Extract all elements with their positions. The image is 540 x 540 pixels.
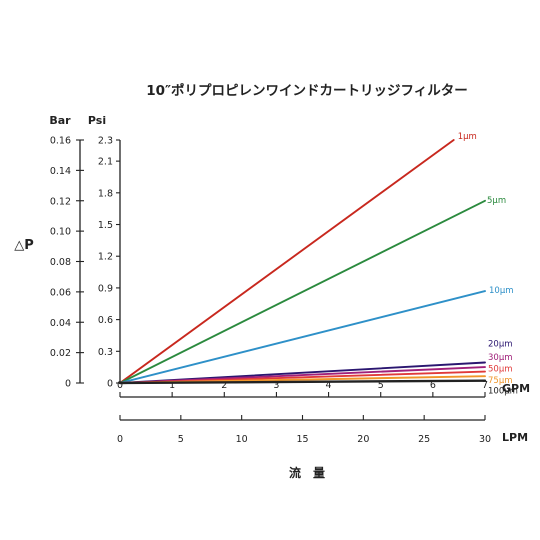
gpm-axis-tick-label: 7 bbox=[482, 380, 488, 391]
lpm-axis-tick-label: 5 bbox=[178, 434, 184, 445]
series-line-7 bbox=[118, 379, 487, 385]
bar-axis-tick-label: 0.16 bbox=[50, 136, 71, 147]
psi-axis-tick-label: 2.1 bbox=[98, 157, 113, 168]
series-line-2 bbox=[119, 290, 486, 384]
gpm-axis-tick-label: 6 bbox=[430, 380, 436, 391]
psi-axis-tick-label: 1.8 bbox=[98, 188, 113, 199]
y-axis-unit-bar: Bar bbox=[49, 114, 71, 127]
series-line-1 bbox=[119, 199, 486, 384]
psi-axis-tick-label: 1.5 bbox=[98, 220, 113, 231]
bar-axis-tick-label: 0.14 bbox=[50, 166, 71, 177]
gpm-axis-unit: GPM bbox=[502, 382, 530, 395]
psi-axis-tick-label: 0.9 bbox=[98, 283, 113, 294]
gpm-axis-tick-label: 2 bbox=[221, 380, 227, 391]
lpm-axis-unit: LPM bbox=[502, 431, 528, 444]
psi-axis-tick-label: 1.2 bbox=[98, 252, 113, 263]
gpm-axis-tick-label: 5 bbox=[378, 380, 384, 391]
bar-axis-tick-label: 0 bbox=[65, 379, 71, 390]
gpm-axis-tick-label: 4 bbox=[326, 380, 332, 391]
series-line-0 bbox=[119, 139, 455, 384]
series-label-3: 20μm bbox=[488, 339, 513, 349]
gpm-axis-tick-label: 3 bbox=[273, 380, 279, 391]
y-axis-label: △P bbox=[14, 238, 34, 253]
psi-axis-tick-label: 2.3 bbox=[98, 136, 113, 147]
lpm-axis-tick-label: 25 bbox=[418, 434, 430, 445]
series-label-7: 100μm bbox=[488, 387, 518, 397]
gpm-axis-tick-label: 0 bbox=[117, 380, 123, 391]
lpm-axis-tick-label: 15 bbox=[296, 434, 308, 445]
series-label-1: 5μm bbox=[487, 196, 506, 206]
lpm-axis-tick-label: 10 bbox=[236, 434, 248, 445]
series-label-2: 10μm bbox=[489, 286, 514, 296]
bar-axis-tick-label: 0.08 bbox=[50, 257, 71, 268]
series-label-6: 75μm bbox=[488, 376, 513, 386]
bar-axis-tick-label: 0.12 bbox=[50, 196, 71, 207]
psi-axis-tick-label: 0.3 bbox=[98, 347, 113, 358]
bar-axis-tick-label: 0.02 bbox=[50, 348, 71, 359]
series-label-0: 1μm bbox=[458, 132, 477, 142]
x-axis-label: 流 量 bbox=[289, 465, 325, 480]
series-label-4: 30μm bbox=[488, 353, 513, 363]
axes: 0 0.02 0.04 0.06 0.08 0.10 0.12 0.14 0.16 0 0.3 0.6… bbox=[50, 136, 530, 446]
chart-title: 10″ポリプロピレンワインドカートリッジフィルター bbox=[146, 82, 468, 99]
series-lines bbox=[118, 139, 487, 385]
y-axis-unit-psi: Psi bbox=[88, 114, 106, 127]
series-label-5: 50μm bbox=[488, 365, 513, 375]
psi-axis-tick-label: 0 bbox=[107, 379, 113, 390]
psi-axis-tick-label: 0.6 bbox=[98, 315, 113, 326]
lpm-axis-tick-label: 30 bbox=[479, 434, 491, 445]
bar-axis-tick-label: 0.06 bbox=[50, 287, 71, 298]
lpm-axis-tick-label: 20 bbox=[357, 434, 369, 445]
lpm-axis-tick-label: 0 bbox=[117, 434, 123, 445]
bar-axis-tick-label: 0.04 bbox=[50, 318, 71, 329]
gpm-axis-tick-label: 1 bbox=[169, 380, 175, 391]
bar-axis-tick-label: 0.10 bbox=[50, 227, 71, 238]
